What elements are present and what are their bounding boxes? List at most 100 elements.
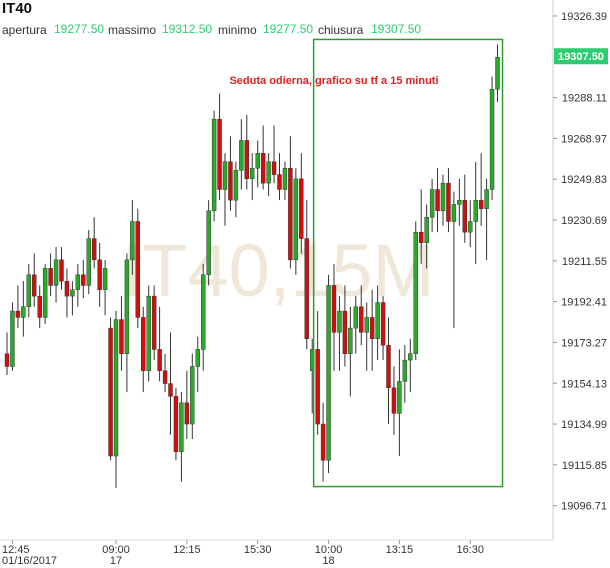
candle[interactable] <box>15 285 21 329</box>
candle[interactable] <box>369 289 375 371</box>
candle[interactable] <box>397 349 402 457</box>
candle[interactable] <box>91 217 97 269</box>
candle[interactable] <box>32 253 37 307</box>
candle[interactable] <box>244 114 250 190</box>
candle[interactable] <box>255 140 260 188</box>
candle[interactable] <box>288 136 293 269</box>
candle[interactable] <box>250 153 255 201</box>
candle[interactable] <box>64 268 70 318</box>
candle[interactable] <box>42 264 48 324</box>
candle[interactable] <box>59 247 64 290</box>
candle[interactable] <box>495 44 500 103</box>
candle[interactable] <box>391 366 397 435</box>
candle[interactable] <box>206 200 211 286</box>
candle[interactable] <box>211 110 217 222</box>
candle-body-down <box>435 189 440 212</box>
candle[interactable] <box>484 178 489 260</box>
candle[interactable] <box>135 208 141 329</box>
candle-body-up <box>10 310 15 367</box>
candle[interactable] <box>21 281 26 337</box>
candle[interactable] <box>4 332 10 376</box>
candle[interactable] <box>75 264 81 307</box>
candle[interactable] <box>320 402 326 482</box>
candle[interactable] <box>195 336 200 393</box>
candle[interactable] <box>386 317 391 425</box>
candle[interactable] <box>228 136 233 211</box>
candle[interactable] <box>26 264 31 318</box>
candle[interactable] <box>451 191 457 329</box>
candle[interactable] <box>293 168 299 275</box>
candle[interactable] <box>440 174 446 226</box>
candle[interactable] <box>130 200 135 275</box>
candle[interactable] <box>260 125 266 190</box>
candle[interactable] <box>97 242 102 307</box>
candle[interactable] <box>222 153 228 226</box>
y-tick-label: 19288.11 <box>562 93 607 105</box>
candle[interactable] <box>457 178 462 226</box>
candle[interactable] <box>146 285 151 382</box>
candle-body-up <box>440 182 446 212</box>
candle[interactable] <box>429 178 435 233</box>
y-tick-label: 19154.13 <box>561 378 607 390</box>
candle[interactable] <box>86 230 91 294</box>
candle[interactable] <box>184 370 190 439</box>
candle[interactable] <box>151 285 157 361</box>
candle[interactable] <box>468 200 473 248</box>
candle[interactable] <box>473 161 478 265</box>
candle[interactable] <box>239 119 244 190</box>
candle[interactable] <box>119 296 124 371</box>
candle[interactable] <box>233 161 239 218</box>
candle[interactable] <box>331 264 337 371</box>
candle[interactable] <box>462 174 467 243</box>
candle[interactable] <box>402 345 408 403</box>
candle[interactable] <box>359 285 364 346</box>
candle[interactable] <box>53 247 59 303</box>
candle-body-down <box>184 402 190 425</box>
candle[interactable] <box>413 221 418 361</box>
candle[interactable] <box>408 338 413 393</box>
x-tick-label: 10:00 <box>315 544 343 556</box>
candle[interactable] <box>478 153 484 226</box>
candle[interactable] <box>299 153 304 254</box>
candle[interactable] <box>446 168 451 233</box>
candle[interactable] <box>277 153 282 201</box>
candle[interactable] <box>315 311 320 435</box>
candle[interactable] <box>435 168 440 233</box>
candle[interactable] <box>326 274 331 474</box>
candle[interactable] <box>179 392 184 482</box>
candle[interactable] <box>489 76 495 201</box>
candle[interactable] <box>141 306 146 393</box>
candle[interactable] <box>102 259 108 316</box>
candle[interactable] <box>282 161 288 201</box>
candle[interactable] <box>173 387 179 461</box>
candle[interactable] <box>419 189 424 265</box>
candle-body-up <box>457 199 462 205</box>
candle[interactable] <box>266 153 271 196</box>
candle[interactable] <box>37 285 42 329</box>
candle[interactable] <box>108 317 113 461</box>
candle[interactable] <box>342 285 348 367</box>
candle[interactable] <box>217 93 222 201</box>
candle[interactable] <box>70 281 75 316</box>
candle[interactable] <box>190 353 195 439</box>
candle[interactable] <box>375 285 380 361</box>
candle[interactable] <box>113 311 119 489</box>
candle[interactable] <box>162 353 168 393</box>
candle[interactable] <box>200 264 206 371</box>
candle-body-up <box>326 285 331 461</box>
candle[interactable] <box>304 200 309 350</box>
candle[interactable] <box>271 125 277 184</box>
candle[interactable] <box>353 296 358 354</box>
candle[interactable] <box>124 253 130 393</box>
candle[interactable] <box>424 204 429 269</box>
candle[interactable] <box>348 306 353 397</box>
candle[interactable] <box>48 253 53 297</box>
candle[interactable] <box>157 306 162 382</box>
candle[interactable] <box>380 296 386 361</box>
candle[interactable] <box>337 296 342 371</box>
candle[interactable] <box>168 332 173 435</box>
candle[interactable] <box>364 302 369 371</box>
candle[interactable] <box>81 259 86 299</box>
candle[interactable] <box>10 302 15 371</box>
